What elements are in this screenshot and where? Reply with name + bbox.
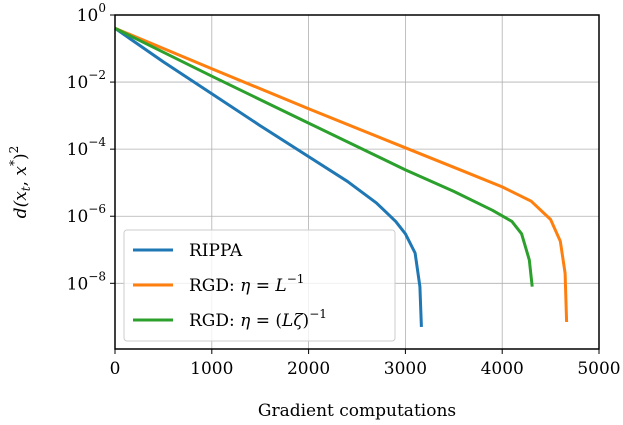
y-tick-label: 10−4	[67, 135, 107, 160]
y-tick-label: 10−2	[67, 68, 106, 93]
y-label-superscript: *	[7, 160, 21, 166]
y-tick-label: 10−8	[67, 269, 106, 294]
legend-label-1: RGD: η = L−1	[189, 272, 304, 296]
y-axis-label: d(xt, x*)2	[7, 146, 33, 219]
series-lines	[114, 26, 569, 327]
x-axis-label: Gradient computations	[258, 401, 456, 421]
series-line-0	[114, 27, 423, 327]
x-tick-label: 2000	[287, 359, 330, 379]
series-line-1	[114, 26, 569, 323]
x-tick-label: 5000	[577, 359, 620, 379]
legend-label-0: RIPPA	[189, 241, 243, 261]
ticks	[110, 14, 600, 354]
x-tick-label: 3000	[384, 359, 427, 379]
x-tick-label: 0	[110, 359, 121, 379]
series-line-2	[114, 26, 534, 287]
legend-label-2: RGD: η = (Lζ)−1	[189, 307, 327, 331]
tick-labels: 0 1000 2000 3000 4000 5000 100 10−2 10−4 10−6 10−8	[67, 1, 621, 379]
legend: RIPPA RGD: η = L−1 RGD: η = (Lζ)−1	[123, 229, 396, 342]
legend-box	[123, 229, 396, 342]
y-label-subscript: t	[19, 186, 33, 191]
y-tick-label: 10−6	[67, 202, 106, 227]
x-tick-label: 4000	[481, 359, 524, 379]
plot-frame	[114, 14, 600, 350]
x-tick-label: 1000	[190, 359, 233, 379]
y-tick-label: 100	[77, 1, 106, 26]
